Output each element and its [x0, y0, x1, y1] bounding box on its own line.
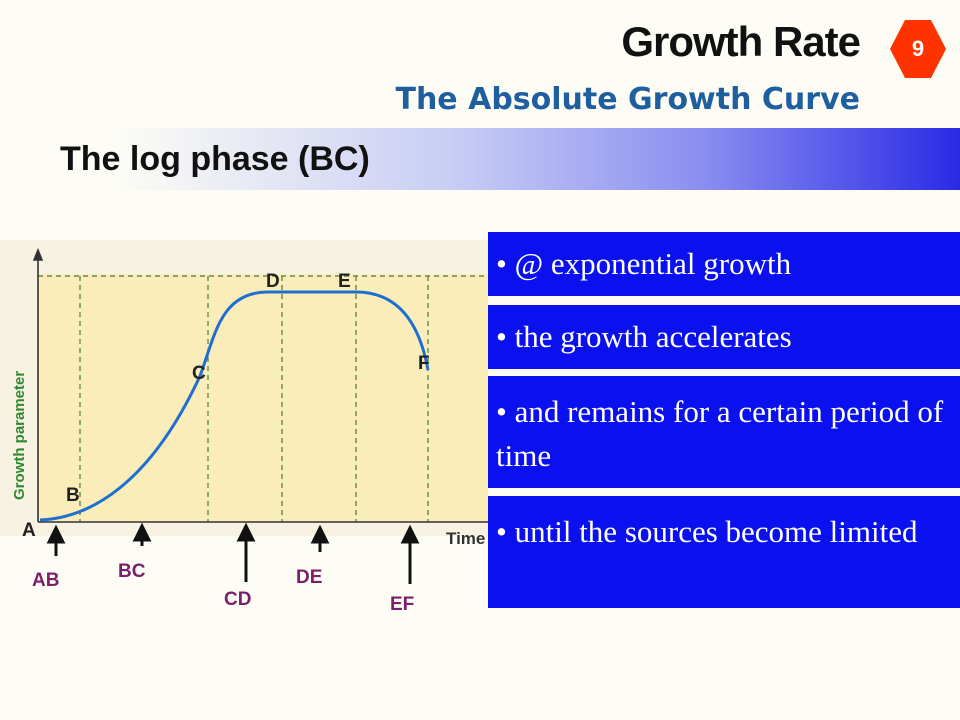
- phase-label-bc: BC: [118, 561, 146, 582]
- phase-gridlines: [38, 275, 488, 522]
- page-number: 9: [911, 36, 925, 61]
- phase-label-cd: CD: [224, 589, 251, 610]
- chart-area: [38, 274, 488, 522]
- slide-subtitle: The Absolute Growth Curve: [395, 82, 860, 117]
- point-label-d: D: [266, 271, 280, 292]
- point-label-c: C: [192, 363, 206, 384]
- bullet-remains-period: • and remains for a certain period of ti…: [488, 376, 960, 488]
- point-label-f: F: [418, 353, 430, 374]
- bullet-growth-accelerates: • the growth accelerates: [488, 305, 960, 369]
- y-axis-label: Growth parameter: [11, 371, 28, 500]
- slide-title: Growth Rate: [621, 18, 861, 65]
- point-label-a: A: [22, 520, 36, 541]
- x-axis-label: Time: [446, 529, 485, 548]
- growth-curve: [39, 290, 430, 522]
- growth-curve-diagram: Growth parameter Time A B C D E F AB BC …: [0, 240, 488, 615]
- point-label-b: B: [66, 485, 80, 506]
- phase-arrows: [46, 522, 420, 584]
- bullet-exponential-growth: • @ exponential growth: [488, 232, 960, 296]
- axes: [32, 247, 488, 523]
- page-number-badge: 9: [888, 18, 948, 80]
- phase-label-de: DE: [296, 567, 322, 588]
- hexagon-icon: [890, 20, 946, 78]
- section-title: The log phase (BC): [60, 140, 370, 178]
- bullet-sources-limited: • until the sources become limited: [488, 496, 960, 608]
- phase-label-ab: AB: [32, 570, 59, 591]
- section-header-bar: [38, 128, 960, 190]
- phase-label-ef: EF: [390, 594, 414, 615]
- point-label-e: E: [338, 271, 351, 292]
